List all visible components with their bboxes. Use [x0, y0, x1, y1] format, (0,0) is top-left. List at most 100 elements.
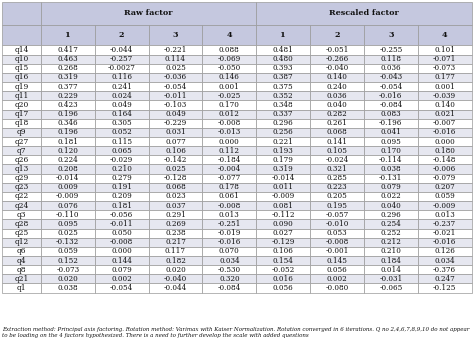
Text: 0.240: 0.240 [327, 83, 347, 91]
Bar [364, 128, 418, 137]
Bar [256, 82, 310, 91]
Bar [2, 64, 41, 73]
Text: -0.132: -0.132 [56, 238, 80, 246]
Bar [2, 25, 41, 46]
Text: -0.114: -0.114 [379, 156, 402, 164]
Text: Extraction method: Principal axis factoring. Rotation method: Varimax with Kaise: Extraction method: Principal axis factor… [2, 327, 470, 338]
Text: 0.034: 0.034 [219, 257, 240, 265]
Bar [364, 256, 418, 265]
Bar [310, 137, 364, 146]
Text: -0.077: -0.077 [218, 174, 241, 182]
Bar [2, 274, 41, 284]
Text: 0.352: 0.352 [273, 92, 293, 100]
Bar [41, 119, 95, 128]
Text: -0.004: -0.004 [218, 165, 241, 173]
Text: q15: q15 [15, 64, 29, 72]
Text: 0.229: 0.229 [57, 92, 78, 100]
Text: 0.152: 0.152 [57, 257, 78, 265]
Bar [310, 100, 364, 109]
Bar [95, 146, 148, 155]
Bar [256, 201, 310, 210]
Text: 0.065: 0.065 [111, 147, 132, 155]
Bar [256, 238, 310, 247]
Text: 0.296: 0.296 [381, 211, 401, 219]
Bar [95, 174, 148, 183]
Text: -0.056: -0.056 [110, 211, 133, 219]
Bar [310, 119, 364, 128]
Bar [202, 174, 256, 183]
Text: 2: 2 [119, 31, 124, 39]
Bar [148, 91, 202, 100]
Text: 0.020: 0.020 [165, 266, 186, 274]
Bar [202, 274, 256, 284]
Text: 0.036: 0.036 [381, 64, 401, 72]
Text: 0.088: 0.088 [219, 46, 240, 54]
Bar [256, 165, 310, 174]
Text: q18: q18 [15, 119, 29, 127]
Text: -0.142: -0.142 [164, 156, 187, 164]
Bar [310, 91, 364, 100]
Text: 0.181: 0.181 [57, 138, 78, 146]
Text: 0.261: 0.261 [327, 119, 347, 127]
Bar [148, 228, 202, 238]
Text: 0.268: 0.268 [57, 64, 78, 72]
Text: 0.056: 0.056 [273, 284, 293, 292]
Bar [41, 192, 95, 201]
Text: 0.050: 0.050 [111, 229, 132, 237]
Text: 0.068: 0.068 [327, 129, 347, 136]
Text: 0.001: 0.001 [434, 83, 455, 91]
Bar [310, 146, 364, 155]
Bar [41, 109, 95, 119]
Text: 0.095: 0.095 [381, 138, 401, 146]
Text: -0.071: -0.071 [433, 55, 456, 63]
Bar [364, 64, 418, 73]
Bar [41, 46, 95, 55]
Bar [2, 137, 41, 146]
Text: 0.144: 0.144 [111, 257, 132, 265]
Bar [95, 238, 148, 247]
Bar [41, 274, 95, 284]
Bar [418, 247, 472, 256]
Bar [95, 256, 148, 265]
Bar [202, 55, 256, 64]
Text: -0.031: -0.031 [379, 275, 402, 283]
Text: 0.077: 0.077 [165, 138, 186, 146]
Bar [256, 55, 310, 64]
Text: q8: q8 [17, 266, 27, 274]
Bar [364, 137, 418, 146]
Bar [202, 210, 256, 219]
Text: -0.044: -0.044 [110, 46, 133, 54]
Bar [418, 100, 472, 109]
Text: 0.016: 0.016 [273, 275, 293, 283]
Bar [95, 100, 148, 109]
Text: -0.057: -0.057 [325, 211, 349, 219]
Bar [148, 146, 202, 155]
Bar [41, 128, 95, 137]
Bar [148, 265, 202, 274]
Bar [364, 109, 418, 119]
Text: -0.050: -0.050 [218, 64, 241, 72]
Bar [202, 219, 256, 228]
Bar [41, 137, 95, 146]
Text: 0.210: 0.210 [111, 165, 132, 173]
Text: -0.229: -0.229 [164, 119, 187, 127]
Bar [364, 100, 418, 109]
Text: 0.025: 0.025 [165, 64, 186, 72]
Bar [202, 146, 256, 155]
Text: q16: q16 [15, 73, 29, 82]
Text: 0.181: 0.181 [111, 202, 132, 210]
Text: 0.040: 0.040 [381, 202, 401, 210]
Text: q27: q27 [15, 138, 29, 146]
Bar [2, 82, 41, 91]
Bar [202, 82, 256, 91]
Text: q29: q29 [15, 174, 29, 182]
Bar [41, 247, 95, 256]
Text: -0.054: -0.054 [379, 83, 402, 91]
Bar [256, 210, 310, 219]
Text: -0.011: -0.011 [110, 220, 133, 228]
Text: 0.417: 0.417 [57, 46, 78, 54]
Bar [41, 155, 95, 165]
Bar [418, 109, 472, 119]
Text: 0.196: 0.196 [57, 129, 78, 136]
Bar [418, 55, 472, 64]
